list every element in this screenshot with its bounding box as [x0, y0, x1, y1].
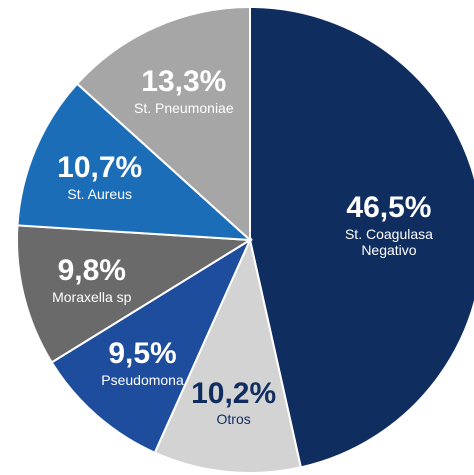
pie-slice: [16, 224, 254, 364]
value-label: 10,7%: [57, 151, 143, 185]
slice-label: 10,7% St. Aureus: [25, 151, 175, 202]
value-label: 13,3%: [141, 65, 227, 99]
value-label: 46,5%: [346, 191, 432, 225]
slice-label: 13,3% St. Pneumoniae: [109, 65, 259, 116]
pie-slice: [16, 82, 253, 242]
pie-slice: [75, 5, 251, 243]
slice-label: 46,5% St. Coagulasa Negativo: [334, 191, 444, 258]
pie-slice: [153, 236, 303, 474]
category-label: St. Pneumoniae: [134, 99, 234, 116]
value-label: 9,5%: [108, 337, 177, 371]
category-label: Moraxella sp: [52, 288, 132, 305]
slice-label: 10,2% Otros: [159, 377, 309, 428]
pie-slice: [249, 5, 474, 469]
slice-label: 9,5% Pseudomona: [68, 337, 218, 388]
slice-label: 9,8% Moraxella sp: [17, 254, 167, 305]
value-label: 10,2%: [191, 376, 277, 410]
category-label: St. Aureus: [67, 185, 132, 202]
value-label: 9,8%: [57, 254, 126, 288]
category-label: Pseudomona: [101, 371, 184, 388]
category-label: St. Coagulasa Negativo: [344, 225, 433, 258]
pie-slice: [50, 237, 253, 454]
category-label: Otros: [216, 411, 251, 428]
